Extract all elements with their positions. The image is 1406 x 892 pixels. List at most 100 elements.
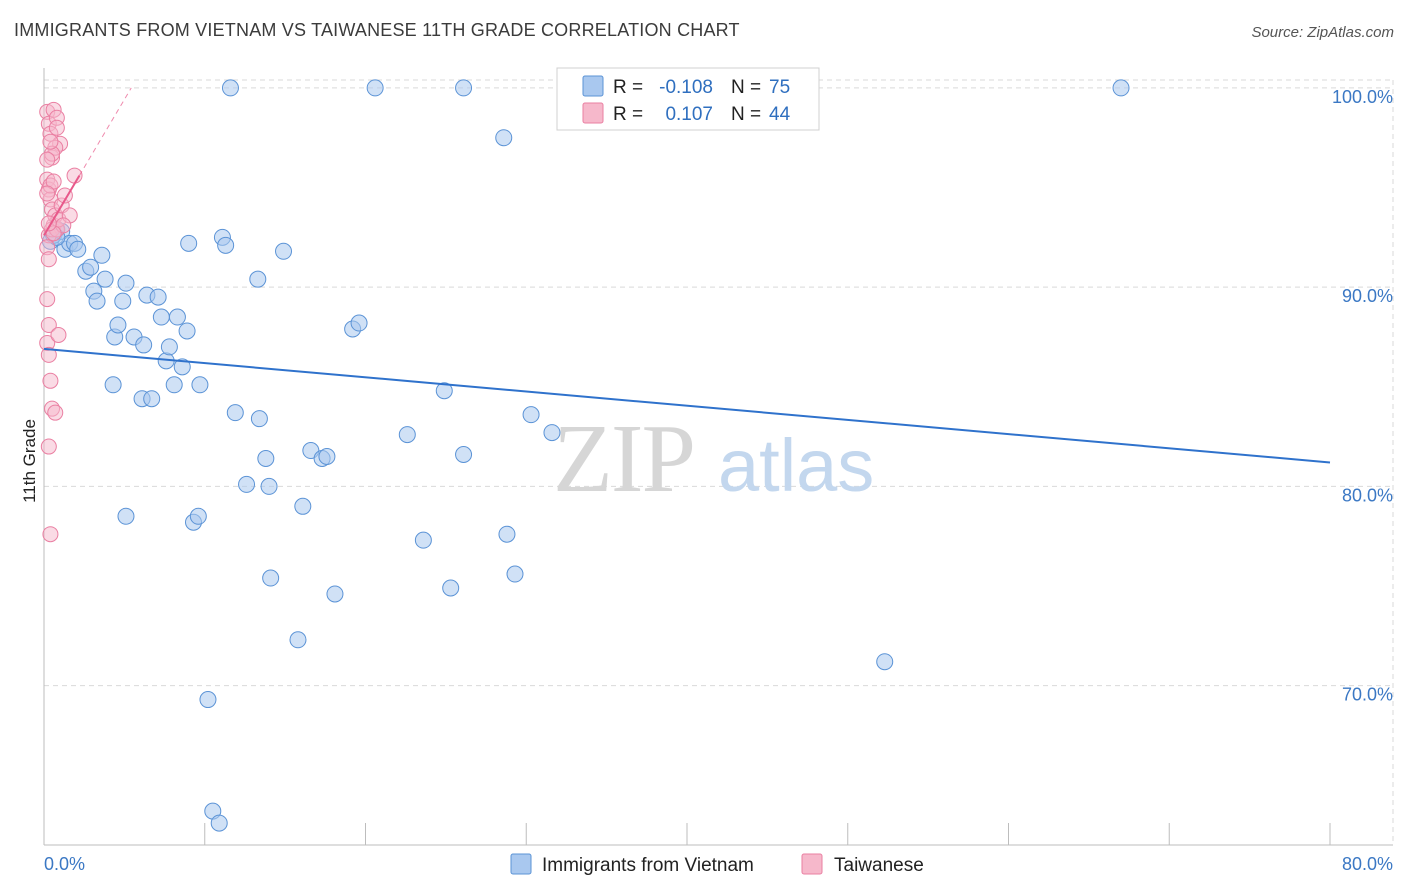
legend-n-value-taiwanese: 44 (769, 104, 791, 125)
point-vietnam (249, 270, 267, 288)
point-vietnam (455, 446, 473, 464)
bottom-legend-item-vietnam[interactable]: Immigrants from Vietnam (510, 853, 754, 876)
legend-r-label: R = (613, 104, 643, 125)
watermark-zip: ZIP (553, 405, 694, 513)
y-tick-label: 80.0% (1342, 485, 1393, 505)
bottom-legend-swatch-vietnam (510, 853, 532, 875)
point-vietnam (168, 308, 186, 326)
point-vietnam (414, 531, 432, 549)
point-vietnam (143, 390, 161, 408)
legend-r-label: R = (613, 77, 643, 98)
point-vietnam (318, 448, 336, 465)
point-vietnam (180, 234, 198, 252)
grid-lines (44, 79, 1394, 845)
point-vietnam (114, 292, 132, 310)
point-vietnam (96, 270, 114, 288)
point-vietnam (250, 410, 268, 428)
point-taiwanese (42, 372, 59, 389)
point-vietnam (178, 322, 196, 340)
point-vietnam (495, 129, 513, 147)
point-vietnam (93, 246, 111, 264)
bottom-legend-item-taiwanese[interactable]: Taiwanese (801, 853, 924, 876)
point-taiwanese (39, 291, 56, 308)
point-vietnam (221, 79, 239, 97)
point-vietnam (173, 358, 191, 376)
point-vietnam (199, 691, 217, 709)
point-taiwanese (40, 317, 57, 334)
trend-lines (43, 87, 1331, 464)
point-vietnam (217, 236, 235, 254)
point-vietnam (210, 814, 228, 832)
point-taiwanese (40, 251, 57, 268)
point-taiwanese (40, 346, 57, 363)
point-vietnam (262, 569, 280, 587)
point-vietnam (69, 240, 87, 258)
point-vietnam (109, 316, 127, 334)
point-vietnam (260, 477, 278, 495)
point-vietnam (135, 336, 153, 354)
point-vietnam (165, 376, 183, 394)
legend-row-taiwanese: R = 0.107 N = 44 (582, 102, 791, 125)
point-vietnam (366, 79, 384, 97)
data-points (39, 79, 1130, 832)
point-vietnam (294, 497, 312, 515)
bottom-legend-swatch-taiwanese (801, 853, 823, 875)
point-vietnam (326, 585, 344, 603)
point-vietnam (238, 475, 256, 493)
point-vietnam (1112, 79, 1130, 97)
point-vietnam (506, 565, 524, 583)
point-taiwanese (42, 133, 59, 150)
bottom-legend-label-vietnam: Immigrants from Vietnam (542, 855, 754, 876)
point-vietnam (117, 274, 135, 292)
trend-line-taiwanese-extension (78, 87, 132, 176)
point-vietnam (876, 653, 894, 671)
legend-row-vietnam: R = -0.108 N = 75 (582, 75, 790, 98)
tick-labels: 100.0% 90.0% 80.0% 70.0% 0.0% 80.0% (44, 87, 1393, 874)
point-vietnam (226, 404, 244, 422)
legend-n-label: N = (731, 104, 761, 125)
point-taiwanese (40, 438, 57, 455)
legend-r-value-vietnam: -0.108 (659, 77, 713, 98)
watermark-atlas: atlas (718, 424, 874, 507)
legend-swatch-taiwanese (582, 102, 604, 124)
point-taiwanese (42, 526, 59, 543)
point-vietnam (152, 308, 170, 326)
point-vietnam (442, 579, 460, 597)
point-taiwanese (47, 404, 64, 421)
point-vietnam (350, 314, 368, 332)
bottom-legend: Immigrants from Vietnam Taiwanese (510, 853, 924, 876)
trend-line-vietnam (43, 347, 1331, 464)
legend-n-value-vietnam: 75 (769, 77, 790, 98)
legend-n-label: N = (731, 77, 761, 98)
legend-box: R = -0.108 N = 75 R = 0.107 N = 44 (556, 67, 820, 131)
point-vietnam (82, 258, 100, 276)
point-vietnam (189, 507, 207, 525)
y-axis-title: 11th Grade (20, 419, 39, 503)
point-vietnam (160, 338, 178, 356)
point-vietnam (435, 382, 453, 400)
point-taiwanese (50, 326, 67, 343)
y-tick-label: 70.0% (1342, 685, 1393, 705)
chart-title: IMMIGRANTS FROM VIETNAM VS TAIWANESE 11T… (14, 20, 740, 40)
bottom-legend-label-taiwanese: Taiwanese (834, 855, 924, 876)
legend-swatch-vietnam (582, 75, 604, 97)
point-vietnam (117, 507, 135, 525)
y-tick-label: 100.0% (1332, 87, 1393, 107)
point-vietnam (275, 242, 293, 260)
point-vietnam (88, 292, 106, 310)
point-vietnam (455, 79, 473, 97)
x-tick-label: 0.0% (44, 854, 85, 874)
point-vietnam (498, 525, 516, 543)
point-taiwanese (48, 119, 65, 136)
chart-source: Source: ZipAtlas.com (1251, 24, 1394, 41)
point-vietnam (522, 406, 540, 424)
point-taiwanese (39, 151, 56, 168)
point-vietnam (191, 376, 209, 394)
point-vietnam (289, 631, 307, 649)
y-tick-label: 90.0% (1342, 286, 1393, 306)
legend-r-value-taiwanese: 0.107 (665, 104, 713, 125)
point-vietnam (543, 424, 561, 442)
point-taiwanese (39, 185, 56, 202)
point-vietnam (398, 426, 416, 444)
